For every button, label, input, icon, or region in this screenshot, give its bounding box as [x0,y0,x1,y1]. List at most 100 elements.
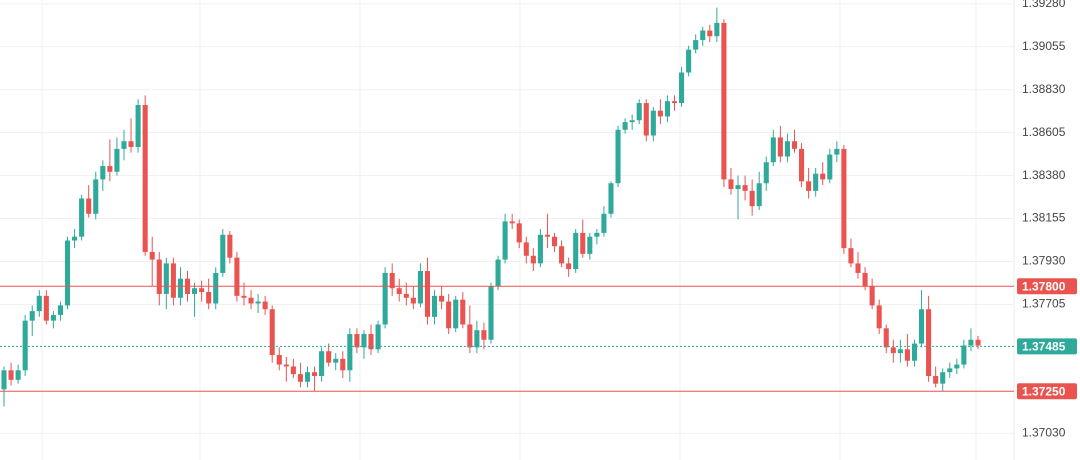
candle-body [770,137,776,163]
candle-body [269,309,275,356]
candle-body [679,72,685,104]
candle-body [368,334,374,350]
candle-body [319,351,325,377]
level-badge [1017,338,1077,355]
candle-body [608,183,614,214]
candle-body [424,271,431,317]
candle-body [100,166,106,180]
candle-body [911,343,918,361]
candle-body [234,257,240,296]
candle-body [333,358,339,363]
candle-body [177,278,183,298]
candle-body [347,334,353,371]
candle-body [135,104,141,147]
candle-body [876,305,882,329]
candle-body [904,349,910,361]
candle-body [57,305,64,315]
y-tick-label: 1.38605 [1022,125,1066,139]
candle-body [495,259,501,287]
candle-body [827,154,833,180]
candle-body [283,364,289,367]
candle-body [700,30,706,41]
candle-body [86,198,92,214]
candle-body [559,246,565,264]
candle-body [742,185,748,191]
candle-body [22,320,28,371]
candle-body [156,259,162,294]
candle-body [36,295,42,312]
candle-body [784,141,790,157]
candle-body [248,297,254,304]
candle-body [918,309,925,344]
candle-body [926,309,932,377]
candle-body [107,166,113,172]
candle-body [121,141,127,149]
candle-body [975,339,981,346]
candle-body [460,299,466,325]
candle-body [523,242,529,256]
candle-body [791,141,798,149]
candle-body [163,263,169,294]
candle-body [255,301,261,304]
candle-body [671,101,678,104]
candle-body [467,324,473,348]
candle-body [170,263,176,298]
y-tick-label: 1.38380 [1022,168,1066,182]
level-badge [1017,383,1077,400]
y-tick-label: 1.37930 [1022,254,1066,268]
candle-body [502,221,508,260]
candle-body [488,286,494,340]
candle-body [64,240,71,306]
candle-body [396,288,402,294]
candle-body [446,301,452,329]
candle-body [453,299,459,329]
candle-body [72,236,78,241]
candle-body [580,232,586,254]
y-tick-label: 1.39055 [1022,39,1066,53]
candle-body [629,120,635,123]
candle-body [206,292,212,304]
candle-body [954,364,960,369]
candle-body [650,110,656,136]
y-tick-label: 1.38155 [1022,211,1066,225]
candle-body [304,372,311,382]
candle-body [509,221,515,224]
candle-body [43,295,49,321]
candle-body [149,251,155,260]
candle-body [439,295,445,302]
candle-body [664,101,670,117]
y-tick-label: 1.37705 [1022,297,1066,311]
candle-body [615,129,621,184]
candle-body [869,286,875,306]
candle-body [961,345,967,365]
candle-body [417,271,423,304]
candle-body [693,40,699,50]
candle-body [516,223,522,243]
candle-body [403,293,409,298]
candle-body [241,295,247,298]
candle-body [199,288,205,293]
candle-body [382,272,388,325]
candle-body [354,334,360,348]
candle-body [128,141,134,147]
candle-body [29,311,35,321]
candle-body [375,324,381,350]
candle-body [142,104,148,252]
candle-body [481,330,487,340]
candle-body [15,370,21,380]
candle-body [587,236,593,254]
candle-body [883,328,889,348]
y-tick-label: 1.38830 [1022,82,1066,96]
candle-body [636,103,642,121]
candle-body [728,179,734,189]
level-label: 1.37485 [1022,340,1066,354]
candle-body [389,272,395,289]
candle-body [326,351,332,363]
candle-body [707,30,713,37]
candle-body [940,372,946,384]
candle-body [841,148,847,249]
candle-body [749,190,755,207]
y-tick-label: 1.39280 [1022,0,1066,10]
candle-body [114,148,120,172]
